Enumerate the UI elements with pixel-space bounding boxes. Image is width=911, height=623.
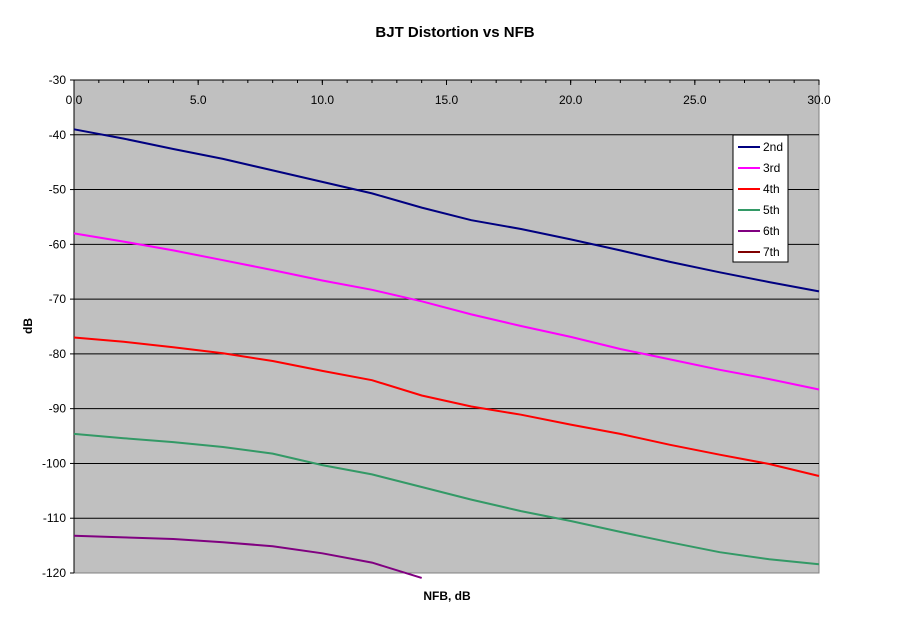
series-lines <box>73 128 820 579</box>
series-line-4th <box>73 336 820 477</box>
legend-label-3rd: 3rd <box>763 161 780 175</box>
y-tick-label: -110 <box>43 511 66 525</box>
legend: 2nd 3rd 4th 5th 6th 7th <box>732 134 789 263</box>
y-tick-label: -80 <box>49 347 67 361</box>
series-line-3rd <box>73 232 820 391</box>
x-tick-label: 10.0 <box>311 93 335 107</box>
legend-label-5th: 5th <box>763 203 780 217</box>
y-tick-label: -120 <box>42 566 66 580</box>
series-line-6th <box>73 534 422 579</box>
y-tick-label: -70 <box>49 292 67 306</box>
x-tick-label: 25.0 <box>683 93 707 107</box>
series-line-2nd <box>73 128 820 293</box>
series-line-5th <box>73 432 820 566</box>
legend-label-4th: 4th <box>763 182 780 196</box>
x-tick-label: 0.0 <box>66 93 83 107</box>
y-tick-label: -60 <box>49 237 67 251</box>
chart-title: BJT Distortion vs NFB <box>375 24 534 41</box>
y-tick-label: -50 <box>49 183 67 197</box>
plot-area <box>73 79 820 574</box>
legend-label-6th: 6th <box>763 224 780 238</box>
y-tick-label: -100 <box>42 456 66 470</box>
y-axis-title: dB <box>21 318 35 334</box>
x-axis-title: NFB, dB <box>423 589 471 603</box>
y-tick-label: -30 <box>49 73 67 87</box>
y-axis: -30 -40 -50 -60 -70 -80 -90 -100 -110 -120 <box>42 73 74 580</box>
y-tick-label: -90 <box>49 402 67 416</box>
grid-lines <box>74 134 819 519</box>
legend-box <box>732 134 789 263</box>
legend-label-2nd: 2nd <box>763 140 783 154</box>
x-tick-label: 20.0 <box>559 93 583 107</box>
legend-label-7th: 7th <box>763 245 780 259</box>
x-tick-label: 15.0 <box>435 93 459 107</box>
x-axis: 0.0 5.0 10.0 15.0 20.0 25.0 30.0 <box>66 79 831 573</box>
x-tick-label: 5.0 <box>190 93 207 107</box>
y-tick-label: -40 <box>49 128 67 142</box>
x-tick-label: 30.0 <box>807 93 831 107</box>
